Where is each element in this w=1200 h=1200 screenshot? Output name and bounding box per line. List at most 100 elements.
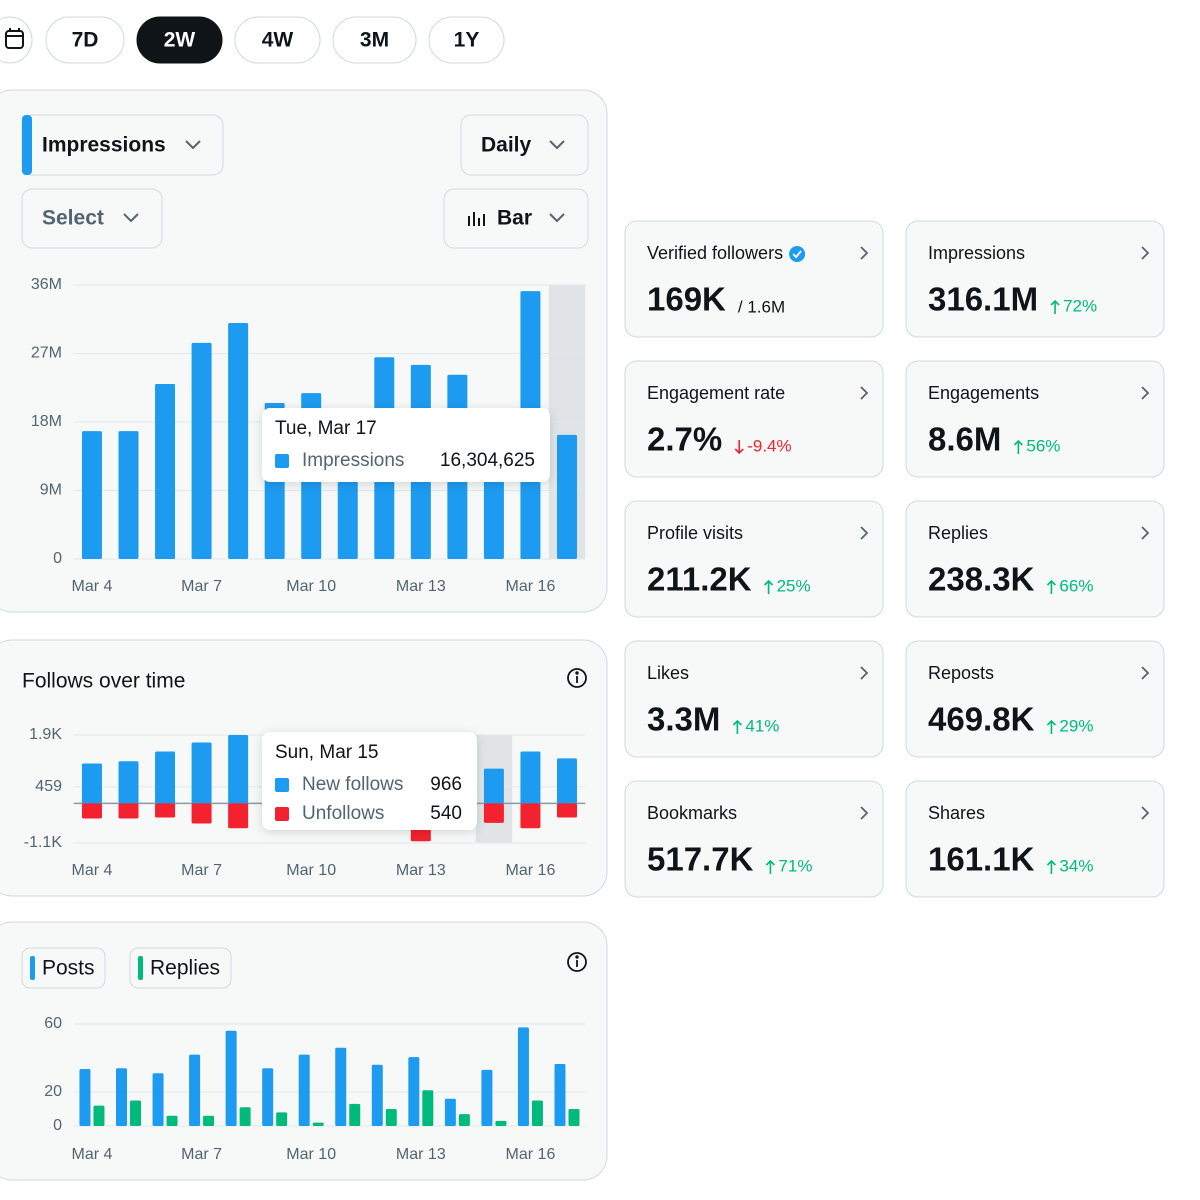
range-tab[interactable] [234, 16, 321, 64]
info-icon[interactable] [567, 952, 587, 972]
legend-label: Replies [150, 957, 220, 980]
stat-value: 517.7K [647, 841, 754, 878]
select-dropdown[interactable] [21, 188, 163, 249]
stat-card[interactable] [905, 780, 1165, 898]
bar [189, 1054, 201, 1126]
tooltip-series-name: Unfollows [302, 803, 384, 824]
stat-value: 238.3K [928, 561, 1035, 598]
x-tick-label: Mar 10 [286, 862, 336, 879]
bar [495, 1120, 507, 1126]
range-tab[interactable] [428, 16, 505, 64]
chevron [860, 386, 869, 400]
bar [81, 803, 102, 819]
interval-dropdown[interactable] [460, 114, 589, 176]
bar [408, 1057, 420, 1126]
bar [298, 1054, 310, 1126]
x-tick-label: Mar 13 [396, 1146, 446, 1163]
stat-value: 469.8K [928, 701, 1035, 738]
range-tab-label: 2W [164, 29, 196, 52]
range-tab-label: 1Y [454, 29, 480, 52]
bar [556, 434, 577, 559]
trend-arrow [765, 859, 775, 874]
range-tab[interactable] [45, 16, 125, 64]
bar [531, 1100, 543, 1126]
bar [483, 768, 504, 804]
y-tick-label: 18M [31, 413, 62, 430]
bar [152, 1073, 164, 1126]
legend-toggle[interactable] [21, 947, 106, 989]
chevron [549, 140, 565, 150]
stat-title: Profile visits [647, 523, 743, 543]
bar [155, 383, 176, 559]
stat-change: 34% [1059, 856, 1093, 875]
bar [556, 803, 577, 818]
bar [481, 1069, 493, 1126]
range-tab[interactable] [332, 16, 417, 64]
bar [228, 735, 249, 804]
bar [191, 803, 212, 824]
bar [349, 1103, 361, 1126]
range-tab-label: 3M [360, 29, 389, 52]
bar [312, 1122, 324, 1126]
chevron [860, 666, 869, 680]
legend-label: Posts [42, 957, 95, 980]
verified-check [792, 250, 802, 259]
bar [166, 1115, 178, 1126]
y-tick-label: 60 [44, 1015, 62, 1032]
stat-card[interactable] [624, 780, 884, 898]
x-tick-label: Mar 4 [72, 862, 113, 879]
stat-title: Shares [928, 803, 985, 823]
tooltip-series-name: Impressions [302, 450, 404, 471]
x-tick-label: Mar 10 [286, 578, 336, 595]
tooltip-value: 966 [430, 774, 462, 795]
bar [568, 1109, 580, 1126]
bar-icon [468, 212, 485, 226]
trend-arrow [1046, 859, 1056, 874]
tooltip-date: Tue, Mar 17 [275, 418, 377, 439]
stat-value: 8.6M [928, 421, 1001, 458]
y-tick-label: 9M [40, 482, 62, 499]
bar [155, 751, 176, 804]
bar [191, 342, 212, 559]
stat-card[interactable] [624, 640, 884, 758]
x-tick-label: Mar 7 [181, 1146, 222, 1163]
stat-card[interactable] [905, 500, 1165, 618]
stat-value: 2.7% [647, 421, 722, 458]
stat-card[interactable] [905, 640, 1165, 758]
stat-change: 41% [745, 716, 779, 735]
tooltip [262, 408, 550, 482]
x-tick-label: Mar 7 [181, 862, 222, 879]
stat-value: 316.1M [928, 281, 1038, 318]
stat-change: 72% [1063, 296, 1097, 315]
chart-type-dropdown[interactable] [443, 188, 589, 249]
bar [225, 1030, 237, 1126]
bar [130, 1100, 142, 1126]
info-icon[interactable] [567, 668, 587, 688]
stat-total: / 1.6M [738, 297, 785, 316]
trend-arrow [1046, 579, 1056, 594]
stat-card[interactable] [905, 220, 1165, 338]
stat-value: 211.2K [647, 561, 752, 598]
y-tick-label: 27M [31, 345, 62, 362]
stat-card[interactable] [624, 220, 884, 338]
trend-arrow [1013, 439, 1023, 454]
bar [276, 1112, 288, 1126]
stat-card[interactable] [624, 500, 884, 618]
bar [422, 1090, 434, 1126]
stat-value: 161.1K [928, 841, 1035, 878]
tooltip-swatch [275, 778, 289, 792]
calendar-button[interactable] [0, 16, 33, 64]
stat-card[interactable] [624, 360, 884, 478]
bar [118, 803, 139, 819]
chevron [1141, 666, 1150, 680]
stat-card[interactable] [905, 360, 1165, 478]
chevron [549, 213, 565, 223]
stat-title: Likes [647, 663, 689, 683]
trend-arrow [732, 719, 742, 734]
bar [118, 431, 139, 559]
chart-type-label: Bar [497, 207, 532, 230]
bar [458, 1114, 470, 1126]
range-tab[interactable] [136, 16, 223, 64]
chevron [185, 140, 201, 150]
legend-toggle[interactable] [129, 947, 232, 989]
